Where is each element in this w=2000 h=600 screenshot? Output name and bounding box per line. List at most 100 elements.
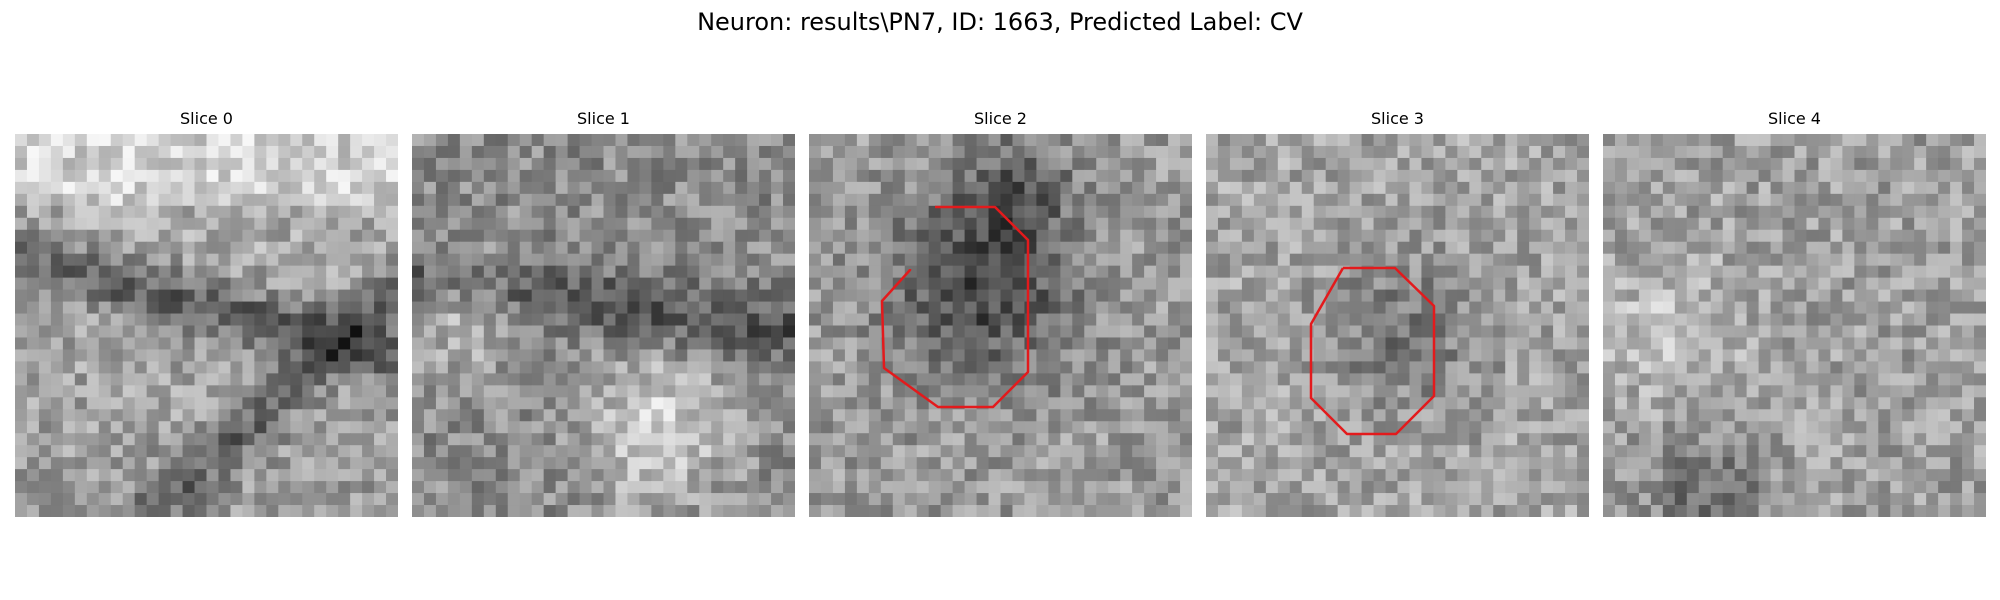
pixel [615,205,628,219]
slice-2-pixels [809,134,1192,517]
pixel [146,361,160,374]
pixel [1072,445,1085,458]
pixel [687,337,700,350]
pixel [1698,409,1712,422]
pixel [1469,289,1482,303]
pixel [1445,193,1458,207]
pixel [1854,289,1867,303]
pixel [447,145,461,159]
pixel [435,445,449,458]
pixel [1349,469,1363,482]
pixel [278,157,291,171]
pixel [302,505,315,517]
pixel [1217,289,1231,303]
pixel [723,445,736,458]
pixel [1012,205,1025,219]
pixel [146,241,160,255]
pixel [783,205,795,219]
pixel [1361,397,1375,410]
pixel [26,421,40,434]
pixel [1433,373,1446,386]
pixel [1000,169,1013,183]
pixel [976,277,990,291]
pixel [1650,385,1664,398]
pixel [170,385,184,398]
pixel [856,205,870,219]
pixel [1902,277,1915,291]
pixel [1722,397,1736,410]
pixel [1024,433,1037,446]
pixel [627,169,640,183]
pixel [435,205,449,219]
pixel [627,373,640,386]
pixel [747,409,760,422]
pixel [1000,421,1013,434]
pixel [1397,457,1410,470]
pixel [230,361,243,374]
pixel [374,169,387,183]
pixel [928,145,942,159]
pixel [1698,217,1712,231]
pixel [747,205,760,219]
pixel [1770,181,1784,195]
pixel [412,493,425,506]
pixel [230,349,243,362]
pixel [254,217,267,231]
pixel [1301,301,1315,315]
pixel [1156,277,1169,291]
pixel [1229,169,1243,183]
pixel [447,397,461,410]
pixel [603,409,616,422]
pixel [783,193,795,207]
pixel [86,265,100,279]
pixel [1938,229,1951,243]
pixel [759,421,772,434]
pixel [266,157,279,171]
pixel [1277,169,1291,183]
pixel [1313,469,1327,482]
pixel [531,217,545,231]
pixel [820,457,834,470]
pixel [651,169,664,183]
pixel [1469,337,1482,350]
pixel [651,301,664,315]
pixel [38,169,52,183]
pixel [1722,229,1736,243]
pixel [964,277,978,291]
pixel [302,361,315,374]
pixel [242,301,255,315]
pixel [1493,193,1506,207]
pixel [230,313,243,326]
pixel [1337,457,1351,470]
pixel [1206,385,1219,398]
pixel [266,385,279,398]
pixel [1180,457,1192,470]
pixel [507,229,521,243]
pixel [1385,217,1398,231]
pixel [809,325,822,338]
pixel [1084,349,1097,362]
pixel [820,181,834,195]
pixel [531,421,545,434]
pixel [1024,397,1037,410]
pixel [1433,445,1446,458]
pixel [543,397,557,410]
pixel [435,193,449,207]
pixel [844,289,858,303]
pixel [242,265,255,279]
pixel [1517,445,1530,458]
pixel [1734,457,1748,470]
pixel [1938,241,1951,255]
pixel [1962,373,1975,386]
pixel [1144,337,1157,350]
pixel [771,433,784,446]
pixel [735,445,748,458]
pixel [1493,505,1506,517]
pixel [1206,253,1219,267]
pixel [1614,145,1628,159]
pixel [218,265,231,279]
pixel [1096,409,1109,422]
pixel [1505,445,1518,458]
pixel [1385,421,1398,434]
pixel [1000,157,1013,171]
